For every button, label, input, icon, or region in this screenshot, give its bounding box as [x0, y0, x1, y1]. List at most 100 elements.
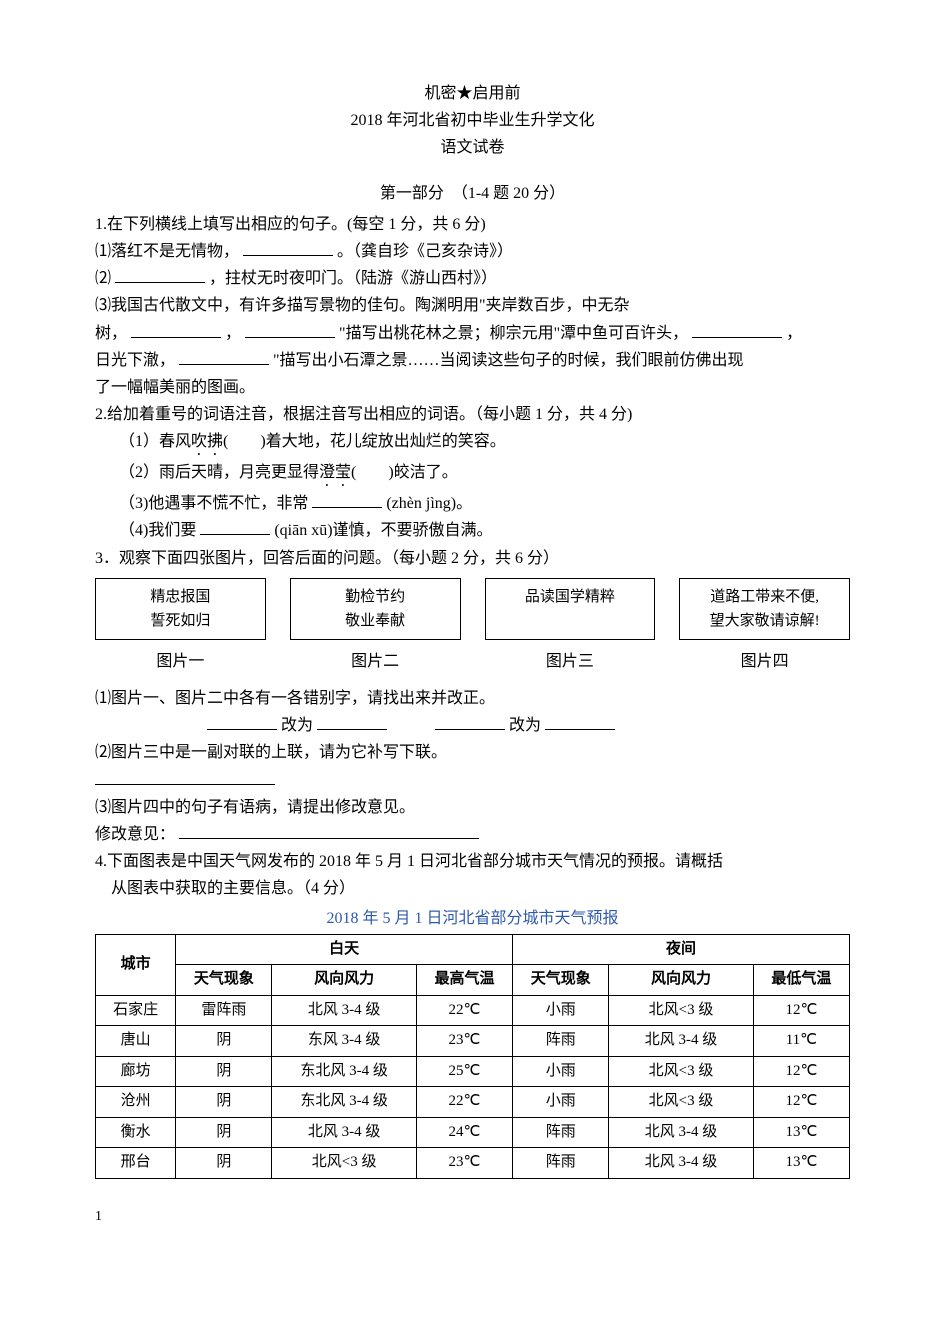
- q3-label-1: 图片一: [95, 648, 266, 675]
- q3-sub1-blanks: 改为 改为: [95, 712, 850, 739]
- th-n-tmin: 最低气温: [753, 965, 849, 996]
- q1-i3-g: "描写出小石潭之景……当阅读这些句子的时候，我们眼前仿佛出现: [273, 352, 744, 369]
- q3-card-1: 精忠报国 誓死如归: [95, 578, 266, 640]
- th-n-phen: 天气现象: [513, 965, 609, 996]
- q3-card-2: 勤检节约 敬业奉献: [290, 578, 461, 640]
- cell-d-phen: 阴: [176, 1148, 272, 1179]
- q1-item3-l2: 树， ， "描写出桃花林之景；柳宗元用"潭中鱼可百许头， ，: [95, 320, 850, 347]
- cell-n-phen: 小雨: [513, 995, 609, 1026]
- subject-title: 语文试卷: [95, 134, 850, 161]
- table-caption: 2018 年 5 月 1 日河北省部分城市天气预报: [95, 905, 850, 932]
- q3-sub1-b2: 改为: [509, 717, 541, 734]
- page-number: 1: [95, 1205, 850, 1229]
- cell-city: 沧州: [96, 1087, 176, 1118]
- q1-item2: ⑵ ，拄杖无时夜叩门。（陆游《游山西村》）: [95, 265, 850, 292]
- q1-i2-a: ⑵: [95, 270, 111, 287]
- cell-d-phen: 阴: [176, 1117, 272, 1148]
- q4-stem-b: 从图表中获取的主要信息。（4 分）: [95, 875, 850, 902]
- part1-title: 第一部分 （1-4 题 20 分）: [95, 180, 850, 207]
- q2-i2: （2）雨后天晴，月亮更显得澄莹( )皎洁了。: [95, 459, 850, 490]
- cell-n-wind: 北风 3-4 级: [609, 1026, 753, 1057]
- q2-i4-a: （4)我们要: [119, 522, 196, 539]
- blank: [317, 713, 387, 730]
- table-row: 唐山 阴 东风 3-4 级 23℃ 阵雨 北风 3-4 级 11℃: [96, 1026, 850, 1057]
- cell-d-wind: 东北风 3-4 级: [272, 1087, 416, 1118]
- th-n-wind: 风向风力: [609, 965, 753, 996]
- q3-c1-l2: 誓死如归: [106, 609, 255, 633]
- blank: [179, 348, 269, 365]
- cell-n-phen: 小雨: [513, 1087, 609, 1118]
- blank: [545, 713, 615, 730]
- q3-card-labels: 图片一 图片二 图片三 图片四: [95, 648, 850, 675]
- q1-i1-b: 。（龚自珍《己亥杂诗》）: [337, 243, 513, 260]
- q4-stem-a: 4.下面图表是中国天气网发布的 2018 年 5 月 1 日河北省部分城市天气情…: [95, 848, 850, 875]
- cell-n-t: 12℃: [753, 995, 849, 1026]
- q1-i3-d: "描写出桃花林之景；柳宗元用"潭中鱼可百许头，: [339, 325, 688, 342]
- table-row: 石家庄 雷阵雨 北风 3-4 级 22℃ 小雨 北风<3 级 12℃: [96, 995, 850, 1026]
- q3-sub1-a: ⑴图片一、图片二中各有一各错别字，请找出来并改正。: [95, 685, 850, 712]
- th-day: 白天: [176, 934, 513, 965]
- q1-i3-f: 日光下澈，: [95, 352, 175, 369]
- cell-n-wind: 北风 3-4 级: [609, 1117, 753, 1148]
- q2-i1-a: （1）春风: [119, 433, 191, 450]
- cell-n-t: 11℃: [753, 1026, 849, 1057]
- blank: [115, 266, 205, 283]
- blank: [312, 491, 382, 508]
- q3-sub3-a: ⑶图片四中的句子有语病，请提出修改意见。: [95, 794, 850, 821]
- q1-stem: 1.在下列横线上填写出相应的句子。(每空 1 分，共 6 分): [95, 211, 850, 238]
- q3-c3-l1: 品读国学精粹: [496, 585, 645, 609]
- spacer: [95, 675, 850, 685]
- q3-label-4: 图片四: [679, 648, 850, 675]
- q3-card-3: 品读国学精粹: [485, 578, 656, 640]
- blank: [435, 713, 505, 730]
- cell-d-phen: 阴: [176, 1056, 272, 1087]
- q1-item3-l4: 了一幅幅美丽的图画。: [95, 374, 850, 401]
- blank: [200, 518, 270, 535]
- th-night: 夜间: [513, 934, 850, 965]
- cell-n-t: 13℃: [753, 1117, 849, 1148]
- cell-d-t: 22℃: [416, 995, 512, 1026]
- q3-sub2-blank: [95, 767, 850, 794]
- q3-card-4: 道路工带来不便, 望大家敬请谅解!: [679, 578, 850, 640]
- cell-city: 唐山: [96, 1026, 176, 1057]
- q2-i4-b: (qiān xū)谨慎，不要骄傲自满。: [274, 522, 492, 539]
- q2-i2-b: ( )皎洁了。: [351, 464, 458, 481]
- q1-item3-l1: ⑶我国古代散文中，有许多描写景物的佳句。陶渊明用"夹岸数百步，中无杂: [95, 292, 850, 319]
- blank: [95, 768, 275, 785]
- q2-i1-emph: 吹拂: [191, 433, 223, 450]
- q3-c1-l1: 精忠报国: [106, 585, 255, 609]
- q3-stem: 3．观察下面四张图片，回答后面的问题。（每小题 2 分，共 6 分）: [95, 545, 850, 572]
- cell-n-t: 12℃: [753, 1056, 849, 1087]
- cell-city: 廊坊: [96, 1056, 176, 1087]
- q3-c2-l1: 勤检节约: [301, 585, 450, 609]
- q2-stem: 2.给加着重号的词语注音，根据注音写出相应的词语。（每小题 1 分，共 4 分): [95, 401, 850, 428]
- blank: [131, 321, 221, 338]
- cell-n-phen: 小雨: [513, 1056, 609, 1087]
- cell-d-phen: 雷阵雨: [176, 995, 272, 1026]
- q1-item3-l3: 日光下澈， "描写出小石潭之景……当阅读这些句子的时候，我们眼前仿佛出现: [95, 347, 850, 374]
- q2-i3-b: (zhèn jìng)。: [386, 495, 472, 512]
- cell-n-t: 13℃: [753, 1148, 849, 1179]
- q3-c4-l1: 道路工带来不便,: [690, 585, 839, 609]
- blank: [692, 321, 782, 338]
- blank: [179, 822, 479, 839]
- q3-sub2: ⑵图片三中是一副对联的上联，请为它补写下联。: [95, 739, 850, 766]
- q1-item1: ⑴落红不是无情物， 。（龚自珍《己亥杂诗》）: [95, 238, 850, 265]
- weather-table: 城市 白天 夜间 天气现象 风向风力 最高气温 天气现象 风向风力 最低气温 石…: [95, 934, 850, 1179]
- cell-d-t: 22℃: [416, 1087, 512, 1118]
- cell-city: 邢台: [96, 1148, 176, 1179]
- q1-i3-b: 树，: [95, 325, 127, 342]
- cell-n-wind: 北风 3-4 级: [609, 1148, 753, 1179]
- confidential-line: 机密★启用前: [95, 80, 850, 107]
- q1-i1-a: ⑴落红不是无情物，: [95, 243, 239, 260]
- blank: [245, 321, 335, 338]
- q1-i3-c: ，: [225, 325, 241, 342]
- q2-i1-b: ( )着大地，花儿绽放出灿烂的笑容。: [223, 433, 506, 450]
- table-head-row2: 天气现象 风向风力 最高气温 天气现象 风向风力 最低气温: [96, 965, 850, 996]
- q3-sub1-b1: 改为: [281, 717, 313, 734]
- cell-n-wind: 北风<3 级: [609, 1087, 753, 1118]
- cell-d-wind: 东风 3-4 级: [272, 1026, 416, 1057]
- cell-d-wind: 北风 3-4 级: [272, 995, 416, 1026]
- cell-n-wind: 北风<3 级: [609, 995, 753, 1026]
- q2-i2-emph: 澄莹: [319, 464, 351, 481]
